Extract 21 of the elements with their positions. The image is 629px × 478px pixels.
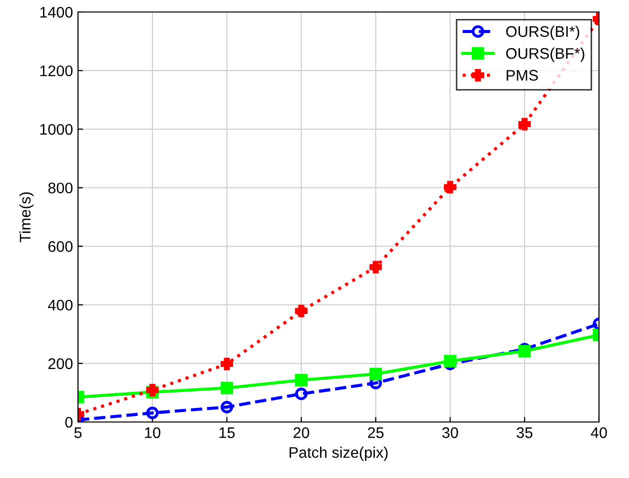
y-tick-label: 800 [48,182,73,194]
y-tick-label: 1000 [40,124,73,135]
y-tick-label: 200 [48,358,73,370]
x-tick-label: 5 [74,427,82,438]
y-tick-label: 0 [65,416,73,428]
x-tick-label: 10 [145,427,160,438]
y-tick-label: 600 [48,241,73,252]
y-axis-title: Time(s) [19,192,34,242]
x-axis-title: Patch size(pix) [290,446,388,461]
legend-label: OURS(BF*) [506,48,584,62]
x-tick-label: 25 [368,427,384,438]
y-tick-label: 400 [48,300,73,311]
x-tick-label: 35 [516,427,532,438]
x-tick-label: 30 [442,427,458,438]
x-tick-label: 40 [590,427,607,438]
y-tick-label: 1400 [40,6,73,18]
x-tick-label: 15 [220,427,235,438]
y-tick-label: 1200 [40,65,73,76]
legend-label: OURS(BI*) [506,26,580,40]
x-tick-label: 20 [294,427,310,438]
legend-label: PMS [506,70,538,81]
